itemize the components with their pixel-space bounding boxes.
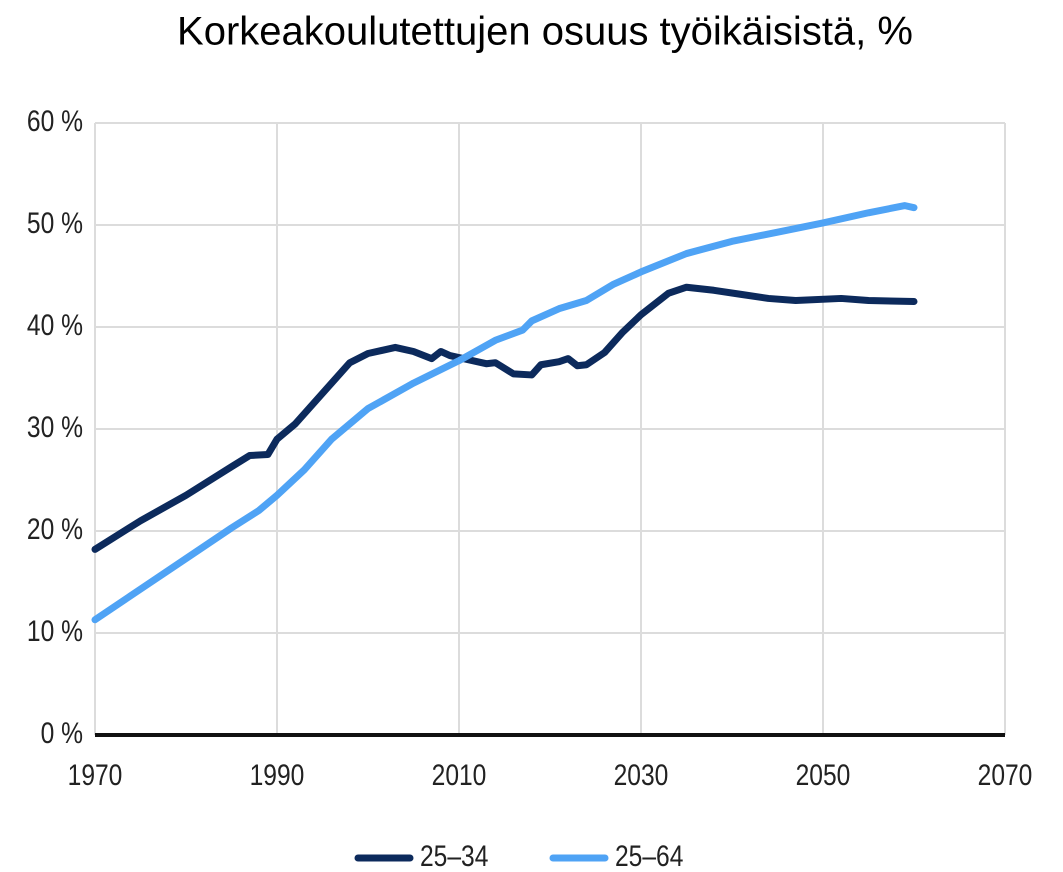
legend-label: 25–34 (420, 839, 488, 872)
y-tick-label: 0 % (41, 716, 83, 750)
chart-title: Korkeakoulutettujen osuus työikäisistä, … (177, 10, 913, 54)
x-tick-label: 1970 (68, 758, 123, 792)
series-line (91, 202, 918, 624)
y-tick-label: 10 % (27, 614, 83, 648)
series-line (91, 283, 918, 553)
y-tick-label: 30 % (27, 410, 83, 444)
y-tick-label: 60 % (27, 104, 83, 138)
x-tick-label: 2070 (978, 758, 1033, 792)
y-tick-label: 50 % (27, 206, 83, 240)
x-tick-label: 2030 (614, 758, 669, 792)
y-tick-label: 40 % (27, 308, 83, 342)
y-tick-label: 20 % (27, 512, 83, 546)
x-tick-label: 2010 (432, 758, 487, 792)
x-tick-label: 1990 (250, 758, 305, 792)
legend-label: 25–64 (615, 839, 683, 872)
x-tick-label: 2050 (796, 758, 851, 792)
